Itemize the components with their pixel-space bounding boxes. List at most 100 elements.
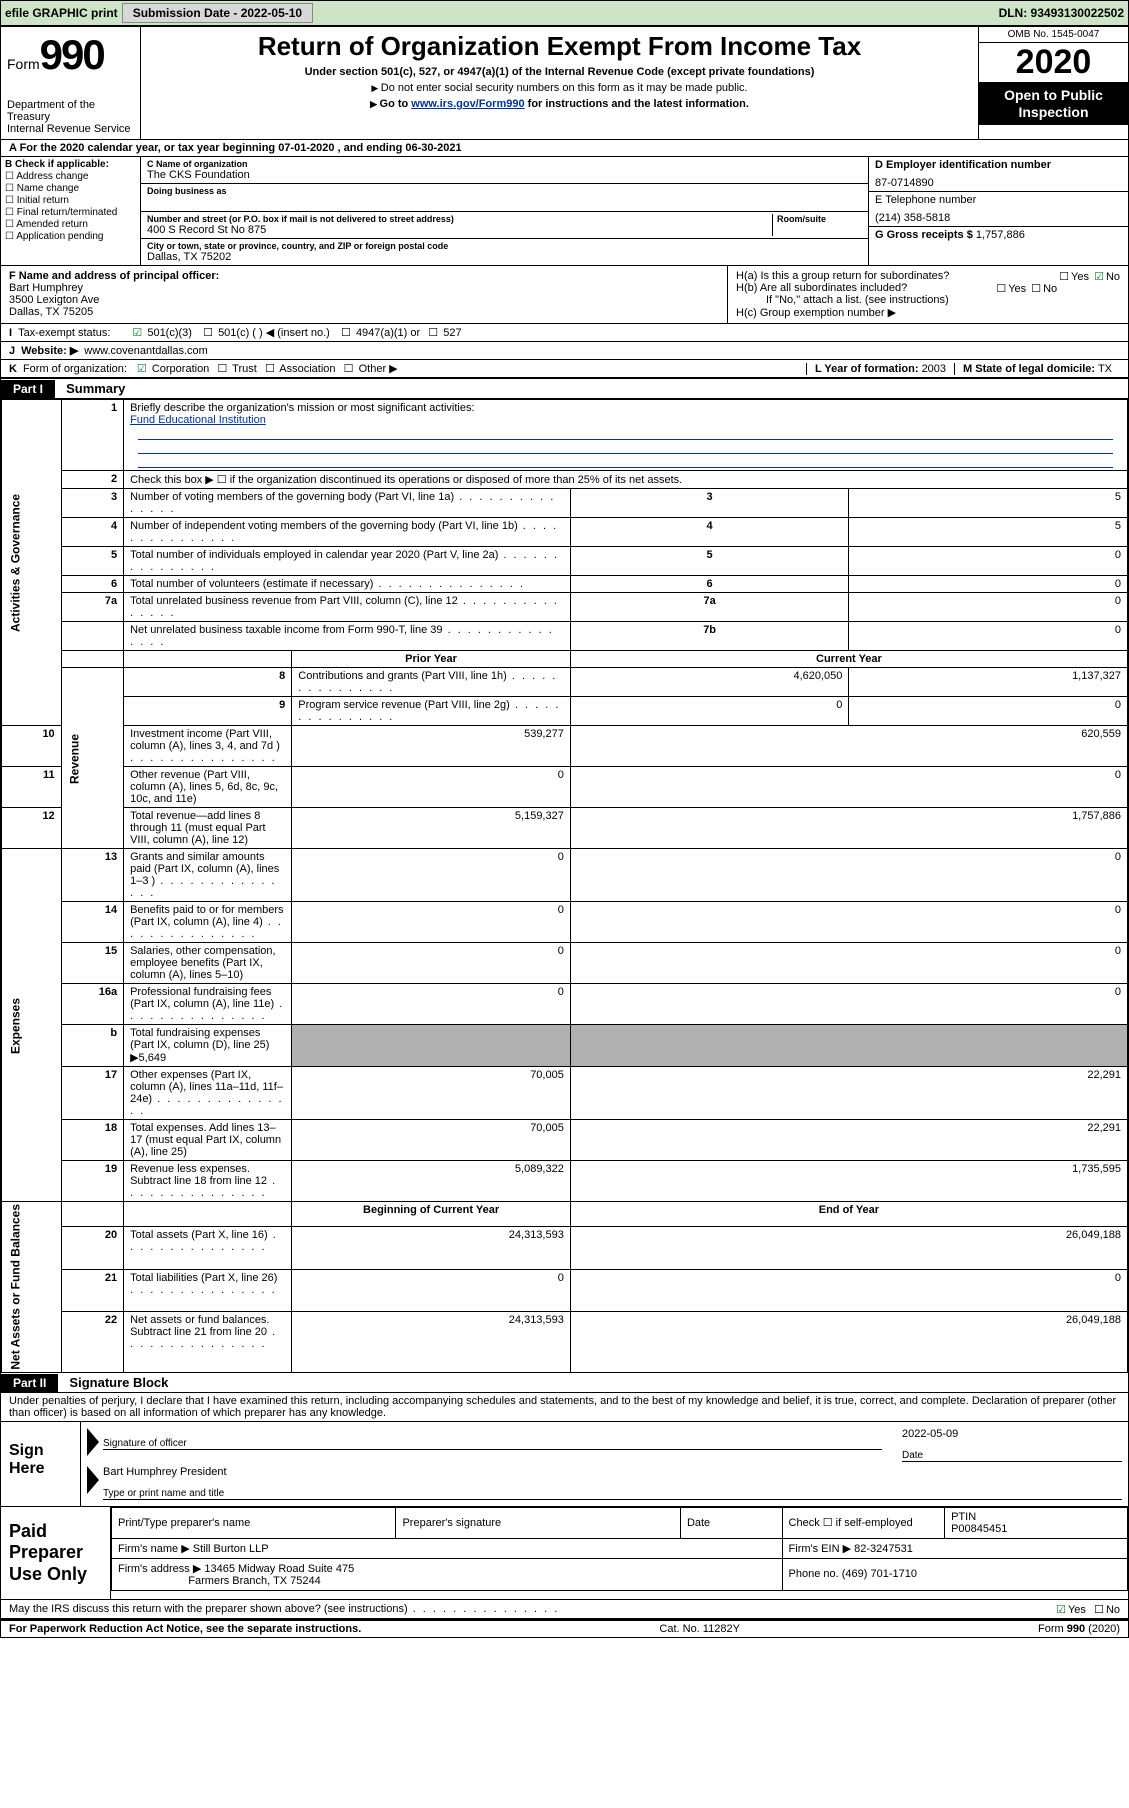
form-subtitle: Under section 501(c), 527, or 4947(a)(1)… <box>147 66 972 78</box>
tel-label: E Telephone number <box>875 194 1122 206</box>
mission: Fund Educational Institution <box>130 414 266 426</box>
tax-year: 2020 <box>979 43 1128 83</box>
addr-row: Number and street (or P.O. box if mail i… <box>141 212 868 239</box>
line-k: K Form of organization: Corporation Trus… <box>1 360 1128 379</box>
officer-addr2: Dallas, TX 75205 <box>9 306 719 318</box>
dept-line1: Department of the Treasury <box>7 99 134 123</box>
prep-date: Date <box>680 1507 782 1538</box>
ha-yes[interactable] <box>1057 271 1071 283</box>
row-f-h: F Name and address of principal officer:… <box>1 266 1128 324</box>
header-left: Form 990 Department of the Treasury Inte… <box>1 27 141 139</box>
gross-receipts: 1,757,886 <box>976 229 1025 241</box>
preparer-table: Print/Type preparer's name Preparer's si… <box>111 1507 1128 1591</box>
box-c: C Name of organization The CKS Foundatio… <box>141 157 868 265</box>
footer-left: For Paperwork Reduction Act Notice, see … <box>9 1623 361 1635</box>
chk-application-pending[interactable]: Application pending <box>5 231 136 242</box>
chk-501c[interactable] <box>201 327 215 339</box>
ha: H(a) Is this a group return for subordin… <box>736 270 1120 282</box>
sign-here-label: Sign Here <box>1 1422 81 1506</box>
officer-addr1: 3500 Lexigton Ave <box>9 294 719 306</box>
firm-phone: (469) 701-1710 <box>842 1568 917 1580</box>
col-prior: Prior Year <box>292 651 571 668</box>
box-h: H(a) Is this a group return for subordin… <box>728 266 1128 323</box>
hc: H(c) Group exemption number ▶ <box>736 306 1120 319</box>
header-right: OMB No. 1545-0047 2020 Open to Public In… <box>978 27 1128 139</box>
ha-no[interactable] <box>1092 271 1106 283</box>
table-row: 22Net assets or fund balances. Subtract … <box>2 1312 1128 1372</box>
box-f: F Name and address of principal officer:… <box>1 266 728 323</box>
paid-preparer-label: Paid Preparer Use Only <box>1 1507 111 1600</box>
chk-corporation[interactable] <box>135 363 149 375</box>
page-footer: For Paperwork Reduction Act Notice, see … <box>1 1620 1128 1637</box>
firm-addr1: 13465 Midway Road Suite 475 <box>204 1563 354 1575</box>
org-name-row: C Name of organization The CKS Foundatio… <box>141 157 868 184</box>
ein: 87-0714890 <box>875 177 1122 189</box>
public-inspection: Open to Public Inspection <box>979 83 1128 125</box>
chk-amended-return[interactable]: Amended return <box>5 219 136 230</box>
efile-label: efile GRAPHIC print <box>5 6 118 20</box>
dept-line2: Internal Revenue Service <box>7 123 134 135</box>
note-goto: Go to www.irs.gov/Form990 for instructio… <box>147 98 972 110</box>
dln-label: DLN: 93493130022502 <box>999 6 1124 20</box>
footer-mid: Cat. No. 11282Y <box>659 1623 740 1635</box>
form-word: Form <box>7 56 40 72</box>
chk-4947[interactable] <box>339 327 353 339</box>
officer-label: F Name and address of principal officer: <box>9 270 719 282</box>
gross-label: G Gross receipts $ <box>875 229 973 241</box>
form-number: 990 <box>40 31 104 79</box>
hb-note: If "No," attach a list. (see instruction… <box>736 294 1120 306</box>
box-d: D Employer identification number 87-0714… <box>868 157 1128 265</box>
chk-address-change[interactable]: Address change <box>5 171 136 182</box>
hb-yes[interactable] <box>994 283 1008 295</box>
table-row: bTotal fundraising expenses (Part IX, co… <box>2 1025 1128 1067</box>
org-name-label: C Name of organization <box>147 159 862 169</box>
table-row: 20Total assets (Part X, line 16)24,313,5… <box>2 1227 1128 1270</box>
chk-association[interactable] <box>263 363 277 375</box>
tel-row: E Telephone number (214) 358-5818 <box>869 192 1128 227</box>
table-row: 11Other revenue (Part VIII, column (A), … <box>2 767 1128 808</box>
note-ssn: Do not enter social security numbers on … <box>147 82 972 94</box>
col-begin: Beginning of Current Year <box>292 1202 571 1227</box>
irs-link[interactable]: www.irs.gov/Form990 <box>411 98 524 110</box>
hb-no[interactable] <box>1029 283 1043 295</box>
part-ii-header: Part II Signature Block <box>1 1373 1128 1393</box>
summary-table: Activities & Governance 1 Briefly descri… <box>1 399 1128 1373</box>
chk-other[interactable] <box>342 363 356 375</box>
part-i-title: Summary <box>58 379 133 398</box>
firm-addr2: Farmers Branch, TX 75244 <box>188 1575 320 1587</box>
table-row: 5Total number of individuals employed in… <box>2 547 1128 576</box>
part-i-header: Part I Summary <box>1 379 1128 399</box>
chk-527[interactable] <box>426 327 440 339</box>
side-netassets: Net Assets or Fund Balances <box>2 1202 62 1373</box>
website: www.covenantdallas.com <box>84 345 208 357</box>
chk-trust[interactable] <box>215 363 229 375</box>
ein-row: D Employer identification number 87-0714… <box>869 157 1128 192</box>
address: 400 S Record St No 875 <box>147 224 772 236</box>
box-b: B Check if applicable: Address change Na… <box>1 157 141 265</box>
submission-button[interactable]: Submission Date - 2022-05-10 <box>122 3 313 23</box>
table-row: Net unrelated business taxable income fr… <box>2 622 1128 651</box>
discuss-yes[interactable] <box>1054 1604 1068 1616</box>
table-row: 6Total number of volunteers (estimate if… <box>2 576 1128 593</box>
discuss-no[interactable] <box>1092 1604 1106 1616</box>
form-title: Return of Organization Exempt From Incom… <box>147 31 972 62</box>
side-governance: Activities & Governance <box>2 400 62 726</box>
perjury-declaration: Under penalties of perjury, I declare th… <box>1 1393 1128 1421</box>
footer-right: Form 990 (2020) <box>1038 1623 1120 1635</box>
box-b-label: B Check if applicable: <box>5 159 136 170</box>
table-row: 16aProfessional fundraising fees (Part I… <box>2 984 1128 1025</box>
table-row: 4Number of independent voting members of… <box>2 518 1128 547</box>
city-label: City or town, state or province, country… <box>147 241 862 251</box>
chk-final-return[interactable]: Final return/terminated <box>5 207 136 218</box>
chk-initial-return[interactable]: Initial return <box>5 195 136 206</box>
tel: (214) 358-5818 <box>875 212 1122 224</box>
blocks-bcd: B Check if applicable: Address change Na… <box>1 157 1128 266</box>
dba-label: Doing business as <box>147 186 862 196</box>
table-row: 18Total expenses. Add lines 13–17 (must … <box>2 1120 1128 1161</box>
chk-501c3[interactable] <box>130 327 144 339</box>
chk-name-change[interactable]: Name change <box>5 183 136 194</box>
sign-right: Signature of officer 2022-05-09 Date Bar… <box>81 1422 1128 1506</box>
header-mid: Return of Organization Exempt From Incom… <box>141 27 978 139</box>
room-label: Room/suite <box>777 214 862 224</box>
sig-arrow-icon <box>87 1466 99 1494</box>
